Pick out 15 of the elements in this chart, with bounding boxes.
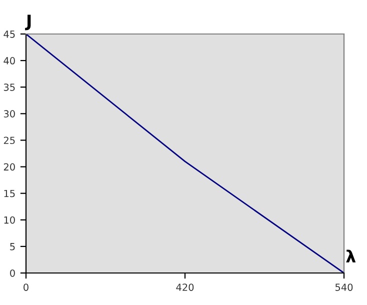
- y-tick-label: 0: [10, 269, 15, 277]
- y-tick-label: 25: [4, 136, 15, 144]
- y-tick-label: 10: [4, 216, 15, 224]
- y-tick-label: 35: [4, 84, 15, 91]
- x-tick-label: 540: [335, 284, 353, 291]
- y-tick-label: 15: [4, 190, 15, 198]
- y-tick-label: 30: [4, 110, 15, 118]
- y-axis-title: J: [25, 14, 31, 30]
- y-tick-label: 45: [4, 30, 15, 38]
- y-tick-label: 40: [4, 57, 15, 64]
- y-tick-label: 20: [4, 163, 15, 171]
- x-tick-label: 420: [176, 284, 194, 291]
- y-tick-label: 5: [10, 243, 15, 250]
- x-axis-title: λ: [346, 250, 356, 262]
- x-tick-label: 0: [24, 284, 28, 291]
